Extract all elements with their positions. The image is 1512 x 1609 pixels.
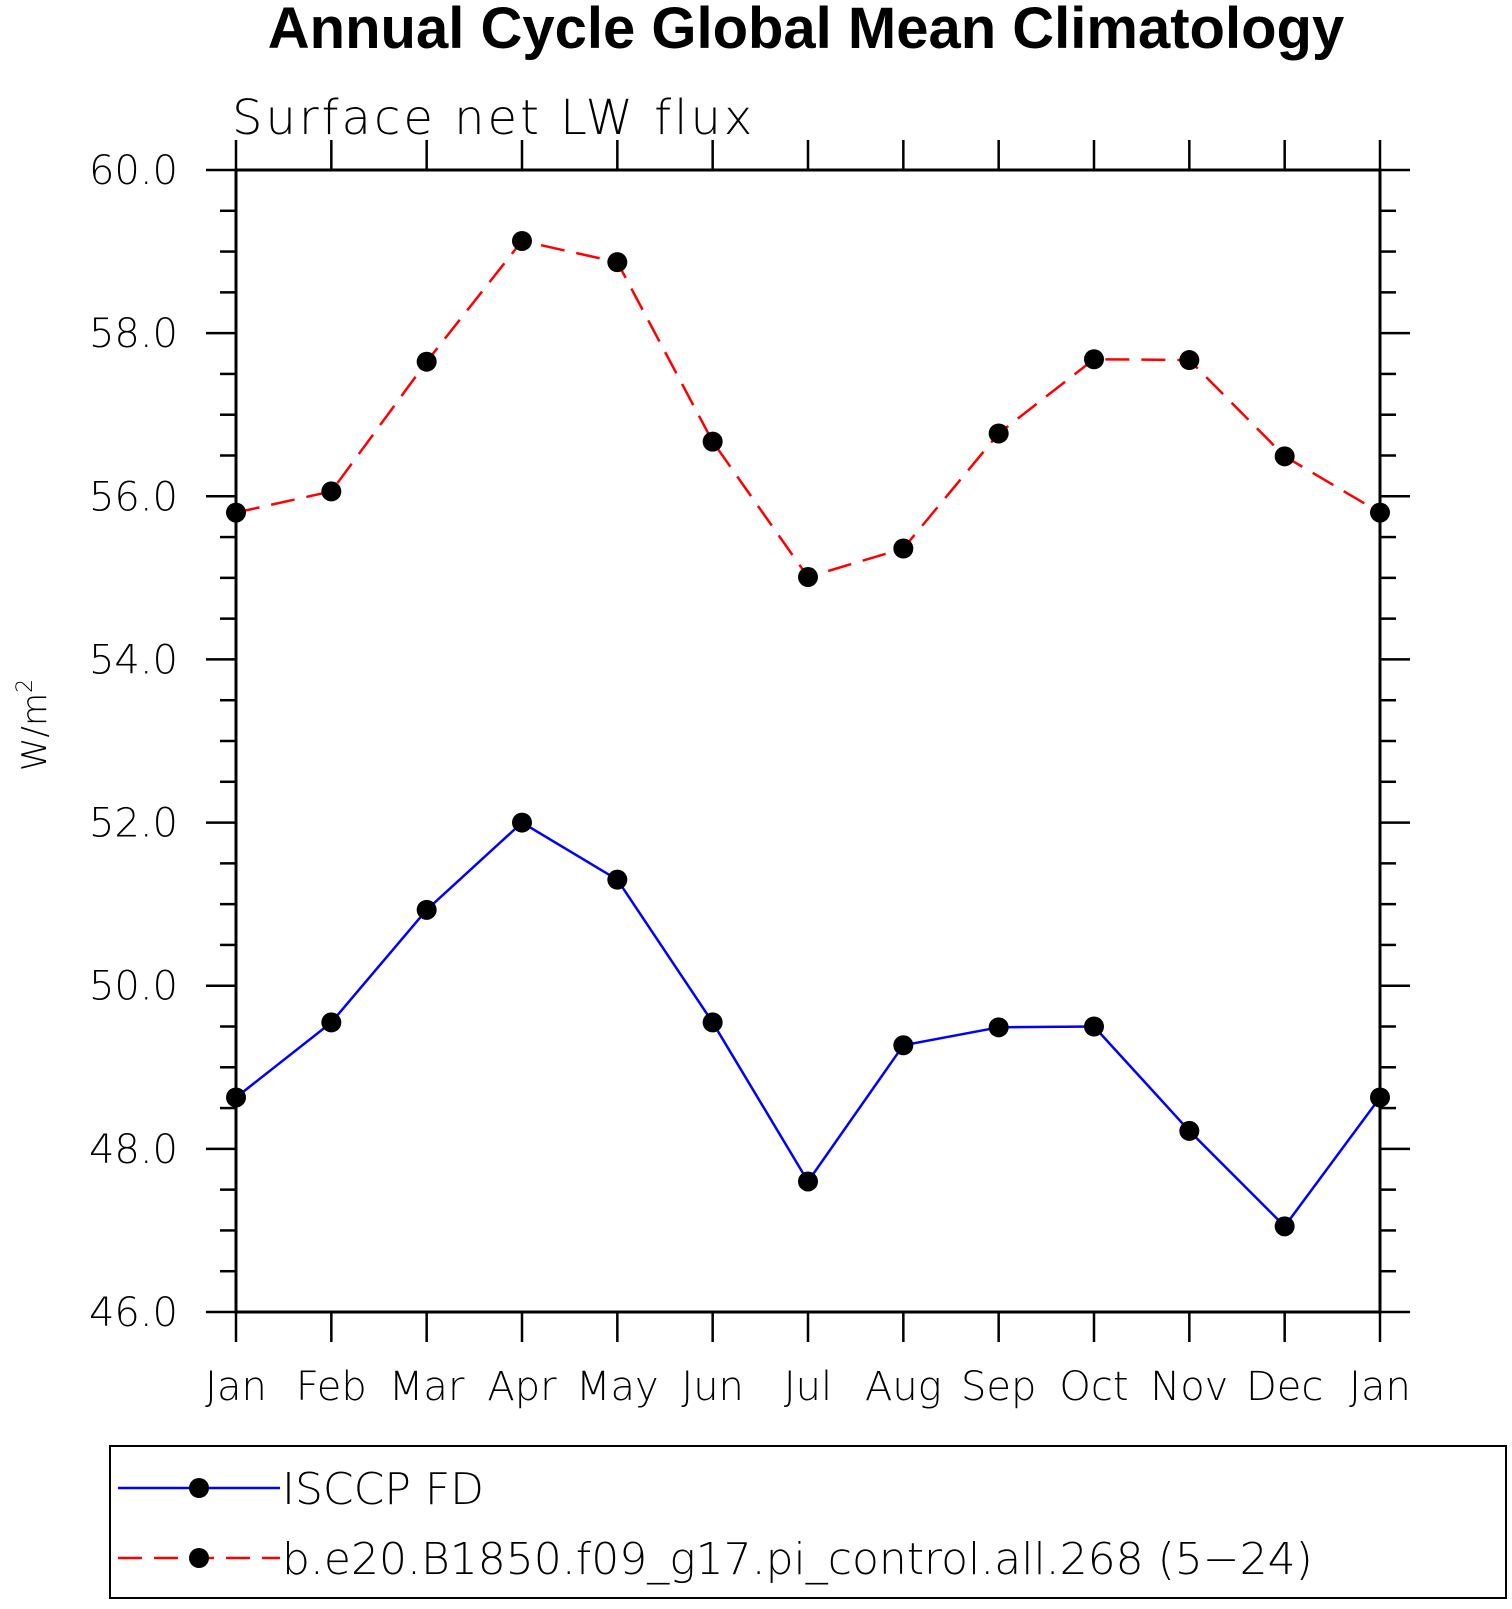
x-tick-label: Dec: [1246, 1364, 1323, 1410]
plot-area: 46.0 48.0 50.0 52.0 54.0 56.0 58.0 60.0 Jan Feb Ma…: [89, 140, 1411, 1410]
y-axis-label-superscript: 2: [13, 679, 38, 693]
legend-marker-0: [189, 1478, 209, 1498]
x-tick-label: Jul: [784, 1364, 832, 1410]
plot-frame: [234, 168, 1382, 1314]
legend: ISCCP FD b.e20.B1850.f09_g17.pi_control.a…: [109, 1445, 1507, 1599]
series-0-point: [1274, 1216, 1295, 1237]
x-tick-label: Sep: [961, 1364, 1036, 1410]
series-1-point: [321, 481, 342, 502]
series-0-point: [1179, 1120, 1200, 1141]
series-line-1: [235, 239, 1381, 579]
x-tick-label: Jan: [1349, 1364, 1411, 1410]
series-0-point: [607, 869, 628, 890]
x-tick-label: Apr: [487, 1364, 557, 1410]
x-tick-label: Mar: [389, 1364, 465, 1410]
legend-box: [109, 1445, 1507, 1599]
x-tick-label: Jun: [681, 1364, 744, 1410]
series-line-0: [235, 821, 1382, 1229]
series-0-point: [512, 812, 532, 833]
series-0-point: [1084, 1016, 1104, 1037]
x-tick-label: Jan: [205, 1364, 267, 1410]
series-1-point: [607, 252, 628, 273]
y-tick-label: 48.0: [89, 1127, 178, 1173]
x-tick-label: Feb: [296, 1364, 367, 1410]
series-1-point: [988, 423, 1009, 444]
x-tick-label: Nov: [1150, 1364, 1228, 1410]
series-0-point: [702, 1012, 723, 1033]
chart-title: Annual Cycle Global Mean Climatology: [268, 0, 1344, 61]
x-tick-label: May: [576, 1364, 659, 1410]
legend-label-1: b.e20.B1850.f09_g17.pi_control.all.268 (…: [282, 1534, 1313, 1585]
series-1-point: [512, 230, 532, 251]
legend-marker-1: [189, 1548, 209, 1568]
series-0-point: [416, 899, 437, 920]
y-axis-label: W/m2: [13, 679, 55, 771]
y-tick-label: 58.0: [89, 311, 178, 357]
legend-label-0: ISCCP FD: [282, 1464, 484, 1515]
x-tick-label: Aug: [865, 1364, 942, 1410]
series-1-point: [416, 351, 437, 372]
chart-subtitle: Surface net LW flux: [232, 90, 755, 146]
series-0-point: [988, 1017, 1009, 1038]
series-0-point: [893, 1035, 914, 1056]
y-axis-label-text: W/m: [15, 693, 55, 771]
y-tick-label: 60.0: [89, 148, 178, 194]
series-1-point: [798, 567, 818, 588]
y-tick-label: 46.0: [89, 1290, 178, 1336]
series-0-point: [321, 1012, 342, 1033]
series-1-point: [1370, 502, 1390, 523]
series-1-point: [702, 431, 723, 452]
y-tick-label: 50.0: [89, 964, 178, 1010]
series-1-point: [226, 502, 246, 523]
x-tick-label: Oct: [1059, 1364, 1128, 1410]
series-1-point: [1179, 350, 1200, 371]
y-tick-label: 56.0: [89, 474, 178, 520]
y-tick-label: 54.0: [89, 637, 178, 683]
y-tick-label: 52.0: [89, 801, 178, 847]
series-0-point: [798, 1171, 818, 1192]
series-0-point: [226, 1087, 246, 1108]
series-1-point: [893, 538, 914, 559]
series-0-point: [1370, 1087, 1390, 1108]
series-1-point: [1274, 446, 1295, 467]
series-1-point: [1084, 349, 1104, 370]
